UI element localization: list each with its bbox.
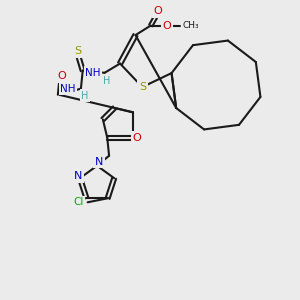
Text: S: S (139, 82, 146, 92)
Text: O: O (153, 6, 162, 16)
Text: H: H (103, 76, 110, 86)
Text: O: O (162, 20, 171, 31)
Text: S: S (74, 46, 81, 56)
Text: H: H (81, 91, 88, 100)
Text: CH₃: CH₃ (183, 21, 200, 30)
Text: NH: NH (85, 68, 100, 78)
Text: N: N (74, 171, 82, 181)
Text: O: O (132, 133, 141, 143)
Text: O: O (57, 71, 66, 81)
Text: Cl: Cl (73, 197, 84, 207)
Text: NH: NH (60, 84, 76, 94)
Text: N: N (95, 157, 103, 167)
